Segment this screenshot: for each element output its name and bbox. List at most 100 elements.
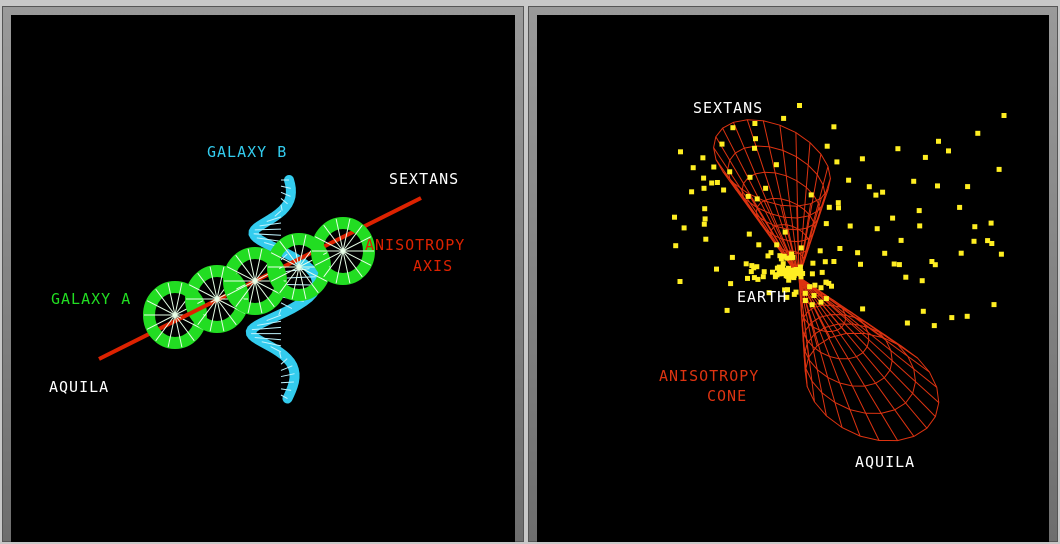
galaxy-point <box>809 271 815 277</box>
galaxy-a-spoke <box>174 282 183 316</box>
galaxy-point <box>858 261 863 267</box>
galaxy-point <box>929 259 935 264</box>
galaxy-point <box>727 169 733 175</box>
galaxy-point <box>972 224 978 230</box>
galaxy-point <box>964 313 970 319</box>
galaxy-point <box>677 279 683 284</box>
galaxy-a-spoke <box>226 280 256 296</box>
galaxy-a-spoke <box>314 250 344 266</box>
galaxy-point <box>823 279 829 285</box>
galaxy-point <box>701 221 707 227</box>
galaxy-point <box>873 192 879 198</box>
galaxy-a-spoke <box>342 250 363 278</box>
earth-label: EARTH <box>737 288 788 306</box>
galaxy-a-spoke <box>291 266 300 300</box>
galaxy-point <box>824 143 830 149</box>
galaxy-point <box>818 299 824 305</box>
galaxy-point <box>777 253 783 259</box>
galaxy-a-spoke <box>174 314 195 342</box>
galaxy-a-spoke <box>270 252 300 268</box>
galaxy-point <box>837 246 843 251</box>
galaxy-a-spoke <box>254 280 275 308</box>
galaxy-a-spoke <box>247 248 256 282</box>
galaxy-point <box>831 259 837 264</box>
galaxy-point <box>702 206 708 212</box>
galaxy-b-spoke <box>254 337 282 341</box>
galaxy-point <box>784 294 790 300</box>
galaxy-point <box>781 115 787 121</box>
galaxy-point <box>703 236 709 242</box>
upper-anisotropy-cone <box>713 119 831 278</box>
galaxy-point <box>808 192 814 198</box>
galaxy-a-spoke <box>235 280 256 308</box>
galaxy-a-spoke <box>323 250 344 278</box>
galaxy-point <box>922 154 928 160</box>
galaxy-point <box>949 315 955 321</box>
cone-ring <box>727 145 826 219</box>
galaxy-point <box>756 242 762 248</box>
aquila-label: AQUILA <box>49 378 110 396</box>
galaxy-a-spoke <box>174 314 183 348</box>
galaxy-point <box>776 264 782 270</box>
galaxy-point <box>752 145 757 151</box>
galaxy-point <box>916 208 922 214</box>
galaxy-point <box>701 185 707 191</box>
galaxy-point <box>678 149 683 155</box>
galaxy-point <box>988 220 994 226</box>
galaxy-point <box>989 241 995 246</box>
galaxy-point <box>903 274 909 280</box>
galaxy-a-spoke <box>335 250 344 284</box>
galaxy-point <box>761 269 767 275</box>
anisotropy-axis-segment <box>180 301 212 320</box>
galaxy-points <box>672 103 1007 329</box>
galaxy-point <box>724 307 730 313</box>
galaxy-a-spoke <box>254 280 263 314</box>
galaxy-point <box>807 284 813 290</box>
galaxy-a-spoke <box>342 218 351 252</box>
galaxy-point <box>714 266 719 272</box>
galaxy-point <box>819 269 825 275</box>
galaxy-point <box>891 261 897 267</box>
galaxy-point <box>996 166 1002 172</box>
galaxy-point <box>880 189 886 195</box>
galaxy-a-spoke <box>298 266 319 294</box>
galaxy-a-spoke <box>247 280 256 314</box>
galaxy-point <box>826 280 832 286</box>
galaxy-a-spoke <box>146 314 176 330</box>
right-panel-frame: SEXTANS EARTH ANISOTROPY CONE AQUILA <box>528 6 1058 542</box>
galaxy-point <box>859 156 865 162</box>
galaxy-b-label: GALAXY B <box>207 143 288 161</box>
galaxy-a-spoke <box>197 272 218 300</box>
galaxy-point <box>957 204 963 210</box>
galaxy-point <box>765 253 771 259</box>
galaxy-point <box>791 272 797 278</box>
galaxy-point <box>812 282 818 288</box>
galaxy-point <box>782 229 788 235</box>
galaxy-a-spoke <box>155 288 176 316</box>
galaxy-a-spoke <box>209 266 218 300</box>
galaxy-point <box>784 255 790 261</box>
galaxy-point <box>904 320 910 326</box>
galaxy-point <box>895 146 901 152</box>
galaxy-point <box>730 125 736 131</box>
galaxy-point <box>760 274 766 280</box>
left-diagram-panel: GALAXY B SEXTANS ANISOTROPY AXIS GALAXY … <box>11 15 515 542</box>
galaxy-a-spoke <box>216 298 225 332</box>
galaxy-a-spoke <box>342 224 363 252</box>
galaxy-a-spoke <box>188 284 218 300</box>
galaxy-a-spoke <box>216 298 237 326</box>
galaxy-b-spoke <box>280 388 292 391</box>
galaxy-point <box>802 298 808 303</box>
galaxy-point <box>754 196 760 202</box>
galaxy-point <box>836 205 841 211</box>
galaxy-point <box>975 130 981 136</box>
galaxy-point <box>789 251 795 257</box>
galaxy-b-spoke <box>278 308 282 316</box>
galaxy-a-spoke <box>270 266 300 282</box>
sextans-label-right: SEXTANS <box>693 99 764 117</box>
galaxy-a-spoke <box>335 218 344 252</box>
galaxy-point <box>770 269 775 275</box>
galaxy-point <box>786 265 791 271</box>
anisotropy-axis-label-line2: AXIS <box>413 257 454 275</box>
galaxy-point <box>700 155 706 161</box>
